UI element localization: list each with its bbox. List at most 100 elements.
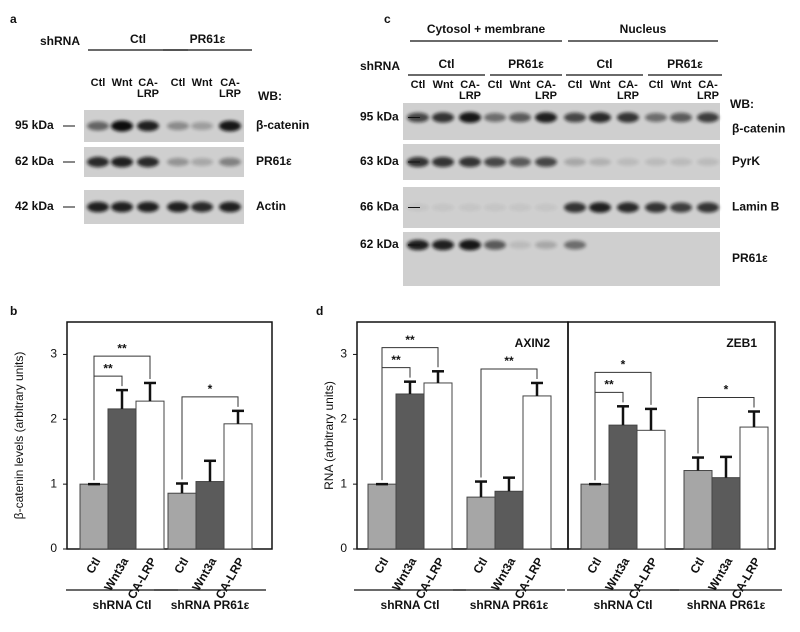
lane-label: Ctl bbox=[170, 77, 186, 89]
blot-band bbox=[167, 201, 189, 213]
lane-label: Wnt bbox=[191, 77, 213, 89]
significance-bracket bbox=[181, 396, 239, 480]
x-tick-label: Wnt3a bbox=[101, 555, 131, 593]
blot-band bbox=[589, 202, 611, 213]
x-tick-label: Ctl bbox=[470, 555, 490, 576]
error-bar bbox=[503, 476, 515, 492]
x-tick-label: Ctl bbox=[171, 555, 191, 576]
blot-band bbox=[87, 121, 109, 131]
group-label: PR61ε bbox=[508, 57, 544, 71]
error-bar bbox=[531, 381, 543, 396]
error-bar bbox=[475, 480, 487, 498]
lane-label: Wnt bbox=[670, 79, 692, 91]
blot-band bbox=[219, 120, 241, 132]
bar bbox=[494, 490, 524, 550]
y-tick-label: 3 bbox=[340, 347, 347, 361]
blot-band bbox=[459, 156, 481, 168]
significance-bracket bbox=[594, 371, 652, 481]
protein-label: PyrK bbox=[732, 154, 760, 168]
blot-band bbox=[645, 202, 667, 213]
blot-band bbox=[589, 158, 611, 166]
plot-frame bbox=[567, 321, 776, 550]
protein-label: Lamin B bbox=[732, 200, 780, 214]
error-bar bbox=[144, 381, 156, 402]
marker-label: 95 kDa bbox=[360, 110, 399, 124]
significance-label: ** bbox=[117, 341, 127, 355]
marker-label: 95 kDa bbox=[15, 118, 54, 132]
blot-band bbox=[617, 202, 639, 213]
shrna-label: shRNA bbox=[360, 59, 400, 73]
blot-band bbox=[484, 240, 506, 250]
protein-label: Actin bbox=[256, 199, 286, 213]
y-tick-label: 1 bbox=[340, 476, 347, 490]
y-tick-label: 2 bbox=[340, 411, 347, 425]
lane-label: Ctl bbox=[648, 79, 664, 91]
blot-band bbox=[697, 202, 719, 213]
lane-label: Wnt bbox=[589, 79, 611, 91]
blot-strip bbox=[84, 147, 244, 177]
lane-label: CA- LRP bbox=[535, 79, 557, 102]
lane-label: Ctl bbox=[90, 77, 106, 89]
error-bar bbox=[116, 388, 128, 409]
blot-band bbox=[535, 112, 557, 123]
group-label: Ctl bbox=[597, 57, 613, 71]
significance-bracket bbox=[697, 397, 755, 454]
significance-label: * bbox=[208, 382, 213, 396]
error-bar bbox=[645, 407, 657, 431]
blot-band bbox=[564, 240, 586, 250]
fraction-label: Cytosol + membrane bbox=[427, 22, 546, 36]
chart-title: ZEB1 bbox=[726, 336, 757, 350]
blot-band bbox=[111, 120, 133, 132]
marker-label: 62 kDa bbox=[15, 154, 54, 168]
marker-label: 42 kDa bbox=[15, 199, 54, 213]
blot-band bbox=[617, 158, 639, 166]
blot-band bbox=[670, 158, 692, 166]
significance-label: ** bbox=[391, 353, 401, 367]
bar bbox=[608, 424, 638, 550]
panel-label: d bbox=[316, 304, 323, 318]
error-bar bbox=[432, 370, 444, 383]
blot-band bbox=[111, 201, 133, 213]
x-tick-label: Ctl bbox=[371, 555, 391, 576]
group-label: Ctl bbox=[130, 32, 146, 46]
bar bbox=[107, 408, 137, 550]
blot-band bbox=[645, 113, 667, 122]
blot-band bbox=[167, 121, 189, 131]
bar bbox=[636, 429, 666, 550]
error-bar bbox=[748, 410, 760, 428]
blot-strip bbox=[84, 110, 244, 142]
blot-band bbox=[219, 201, 241, 213]
blot-band bbox=[459, 239, 481, 251]
error-bar bbox=[204, 459, 216, 482]
y-axis-label: RNA (arbitrary units) bbox=[322, 381, 336, 490]
significance-label: ** bbox=[604, 377, 614, 391]
marker-label: 66 kDa bbox=[360, 200, 399, 214]
significance-label: * bbox=[621, 357, 626, 371]
x-tick-label: Ctl bbox=[584, 555, 604, 576]
error-bar bbox=[404, 380, 416, 394]
bar bbox=[522, 395, 552, 550]
wb-label: WB: bbox=[258, 89, 282, 103]
y-tick-label: 2 bbox=[50, 411, 57, 425]
group-label: shRNA Ctl bbox=[594, 598, 653, 612]
lane-label: Ctl bbox=[410, 79, 426, 91]
blot-band bbox=[697, 112, 719, 123]
blot-band bbox=[111, 156, 133, 168]
significance-label: ** bbox=[405, 333, 415, 347]
blot-strip bbox=[403, 144, 720, 180]
chart-title: AXIN2 bbox=[515, 336, 551, 350]
protein-label: PR61ε bbox=[732, 251, 768, 265]
blot-band bbox=[535, 241, 557, 249]
group-label: shRNA Ctl bbox=[381, 598, 440, 612]
blot-band bbox=[535, 203, 557, 212]
wb-label: WB: bbox=[730, 97, 754, 111]
shrna-label: shRNA bbox=[40, 34, 80, 48]
blot-band bbox=[167, 157, 189, 167]
x-tick-label: Wnt3a bbox=[488, 555, 518, 593]
error-bar bbox=[617, 405, 629, 426]
bar bbox=[135, 400, 165, 550]
group-label: PR61ε bbox=[667, 57, 703, 71]
y-tick-label: 3 bbox=[50, 347, 57, 361]
